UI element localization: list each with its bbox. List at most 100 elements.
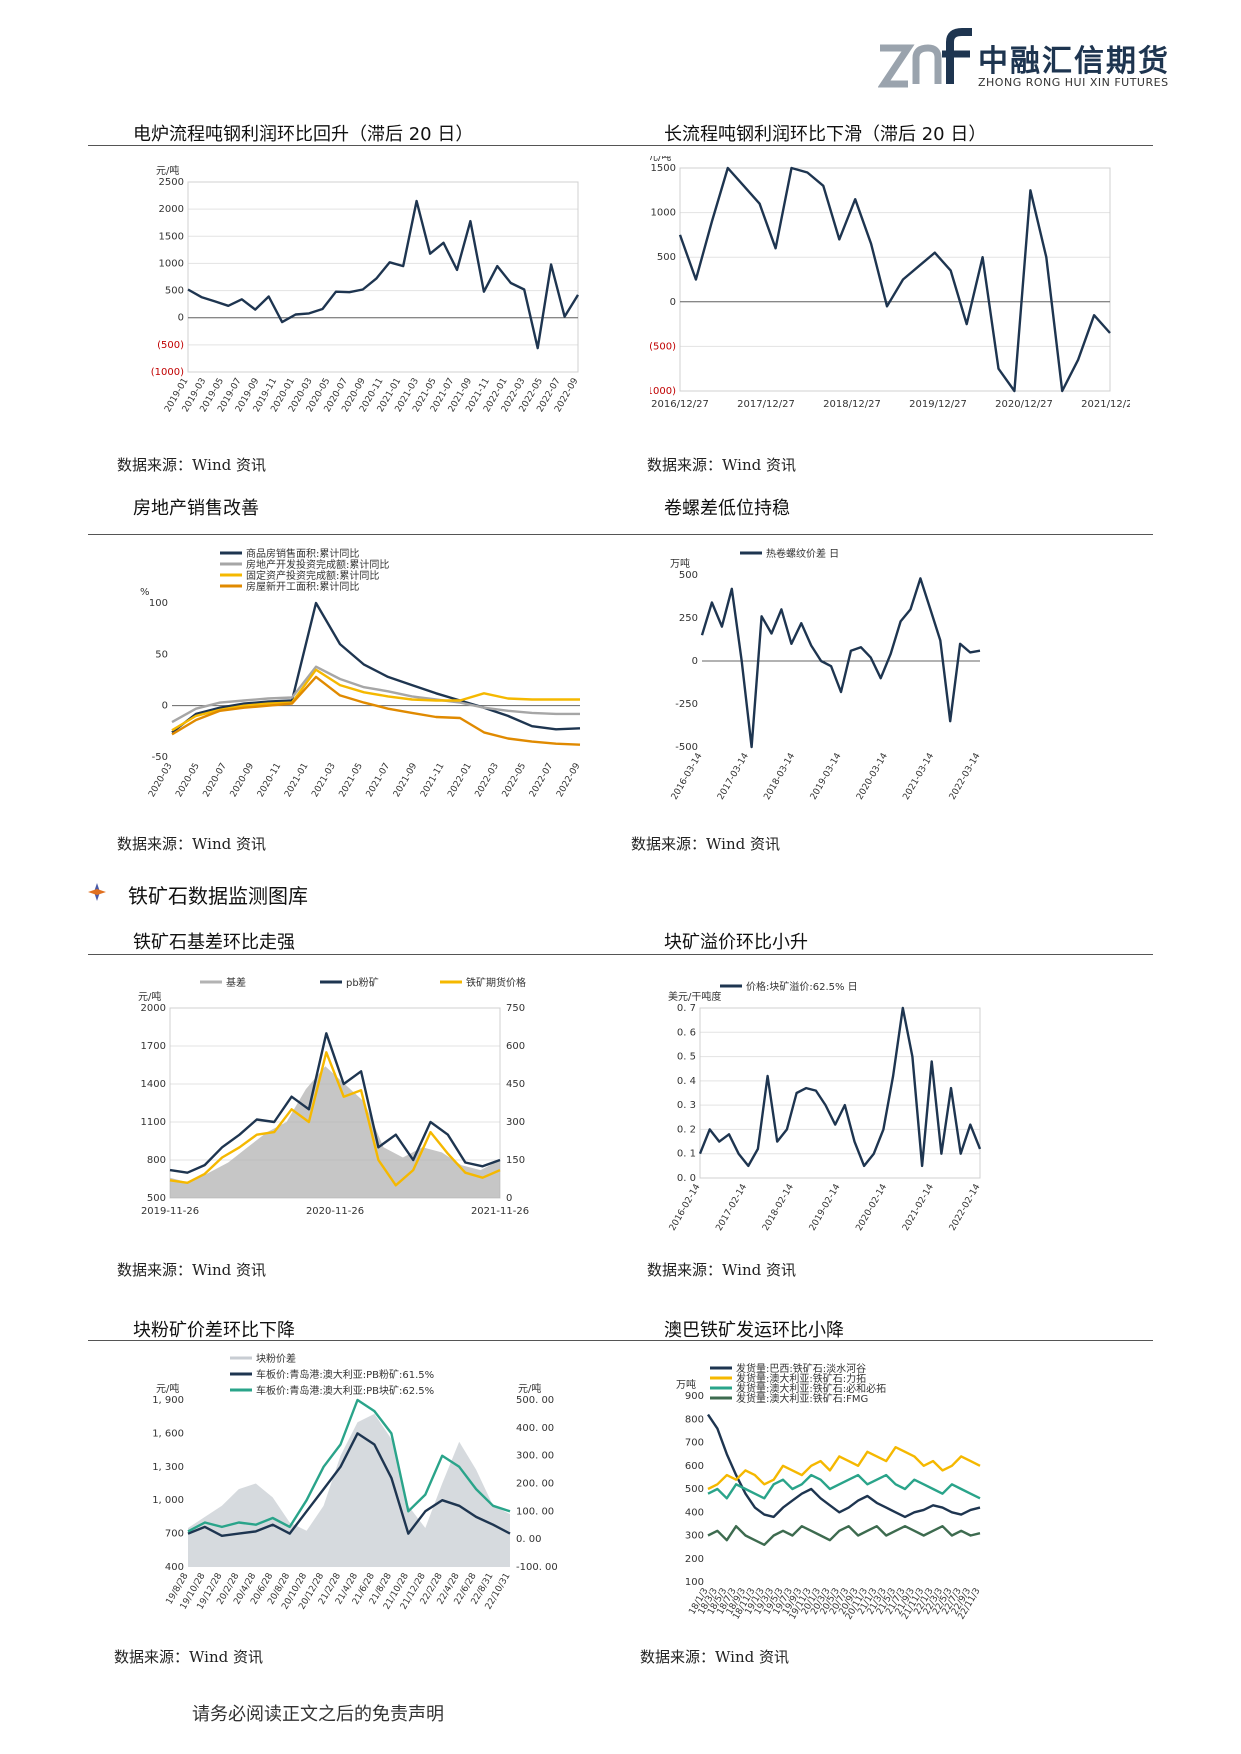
divider [88,1340,1153,1341]
x-tick-label: 2020-11-26 [306,1206,364,1217]
x-tick-label: 2022-07 [528,762,555,800]
x-tick-label: 2018-03-14 [762,751,797,802]
data-source: 数据来源：Wind 资讯 [640,1648,789,1666]
y-tick-label: 1500 [159,231,184,242]
y-tick-label: 800 [147,1155,166,1166]
series-line [678,166,1111,393]
x-tick-label: 2021-01 [283,762,310,800]
legend-label: 发货量:澳大利亚:铁矿石:必和必拓 [736,1382,886,1395]
plot-frame [187,181,579,373]
panel-title: 长流程吨钢利润环比下滑（滞后 20 日） [664,124,987,145]
y-tick-label: 1, 600 [152,1428,184,1439]
panel-title: 电炉流程吨钢利润环比回升（滞后 20 日） [133,124,474,145]
company-logo: 中融汇信期货 ZHONG RONG HUI XIN FUTURES [878,26,1178,96]
divider [88,534,1153,535]
series-line [169,1051,501,1187]
x-tick-label: 2021-09 [392,761,420,799]
legend-label: 车板价:青岛港:澳大利亚:PB粉矿:61.5% [256,1368,434,1381]
panel-title: 澳巴铁矿发运环比小降 [664,1320,844,1341]
y-tick-label: 900 [685,1391,704,1402]
x-tick-label: 2020-03-14 [855,751,890,802]
y2-tick-label: 300. 00 [516,1451,554,1462]
y-tick-label: 0. 6 [677,1027,696,1038]
axis-unit: 元/吨 [156,164,179,177]
data-source: 数据来源：Wind 资讯 [117,456,266,474]
legend-label: 固定资产投资完成额:累计同比 [246,569,379,582]
y-tick-label: 400 [685,1507,704,1518]
series-line [187,1432,511,1537]
y2-tick-label: 750 [506,1003,525,1014]
y-tick-label: 2000 [159,204,184,215]
x-tick-label: 2020-02-14 [854,1182,889,1233]
x-tick-label: 2020-11 [256,762,283,800]
y-tick-label: 1, 900 [152,1395,184,1406]
company-name-en: ZHONG RONG HUI XIN FUTURES [978,76,1169,89]
legend-label: 基差 [226,976,246,989]
x-tick-label: 2019/12/27 [909,399,967,410]
series-line [171,665,580,724]
chart-au-br-shipments: 万吨90080070060050040030020010018/1/318/3/… [676,1362,983,1622]
y-tick-label: 100 [685,1577,704,1588]
x-tick-label: 2022-05 [501,762,528,800]
chart-electric-furnace-profit: 元/吨25002000150010005000(500)(1000)2019-0… [151,164,581,414]
y-tick-label: 800 [685,1414,704,1425]
y2-tick-label: 600 [506,1041,525,1052]
x-tick-label: 2022-09 [555,761,583,799]
section-heading: 铁矿石数据监测图库 [88,880,308,909]
logo-mark-icon [878,28,972,88]
series-line [187,1398,511,1533]
y-tick-label: 0. 2 [677,1124,696,1135]
axis-unit: 万吨 [676,1378,696,1391]
series-line [187,199,580,350]
axis-unit: 元/吨 [138,990,161,1003]
x-tick-label: 2018/12/27 [823,399,881,410]
y-tick-label: 1000 [159,258,184,269]
y-tick-label: 0. 3 [677,1100,696,1111]
panel-title: 卷螺差低位持稳 [664,498,790,519]
y-tick-label: 700 [685,1438,704,1449]
plot-frame [699,1007,981,1179]
series-line [707,1413,981,1519]
y-tick-label: 500 [685,1484,704,1495]
x-tick-label: 2017/12/27 [737,399,795,410]
legend-label: 车板价:青岛港:澳大利亚:PB块矿:62.5% [256,1384,434,1397]
x-tick-label: 2019-03-14 [809,751,844,802]
x-tick-label: 2022-03-14 [948,751,983,802]
series-line [700,577,981,749]
axis-unit: 美元/干吨度 [668,990,721,1003]
y-tick-label: 1500 [651,163,676,174]
bullet-diamond-icon [88,882,106,901]
plot-frame [679,167,1111,392]
x-tick-label: 2020/12/27 [995,399,1053,410]
disclaimer-footer: 请务必阅读正文之后的免责声明 [192,1704,444,1725]
y-tick-label: 1000 [651,208,676,219]
x-tick-label: 2016-02-14 [668,1182,703,1233]
y-tick-label: 200 [685,1554,704,1565]
series-line [171,668,580,732]
y-tick-label: 300 [685,1531,704,1542]
x-tick-label: 2021-05 [338,762,365,800]
legend-label: pb粉矿 [346,976,379,989]
data-source: 数据来源：Wind 资讯 [631,835,780,853]
y-tick-label: 0. 4 [677,1076,696,1087]
series-line [707,1473,981,1500]
y-tick-label: 1, 000 [152,1495,184,1506]
y2-tick-label: -100. 00 [516,1562,558,1573]
x-tick-label: 2017-03-14 [716,751,751,802]
x-tick-label: 2020-07 [202,762,229,800]
x-tick-label: 2019-11-26 [141,1206,199,1217]
panel-title: 铁矿石基差环比走强 [133,932,295,953]
y-tick-label: 0. 7 [677,1003,696,1014]
data-source: 数据来源：Wind 资讯 [114,1648,263,1666]
x-tick-label: 2021-03 [310,762,337,800]
y-tick-label: (500) [650,341,676,352]
y-tick-label: 500 [165,286,184,297]
legend-label: 铁矿期货价格 [466,976,526,989]
y2-tick-label: 0 [506,1193,512,1204]
x-tick-label: 2021/12/27 [1081,399,1130,410]
axis-unit: 元/吨 [156,1382,179,1395]
data-source: 数据来源：Wind 资讯 [647,1261,796,1279]
